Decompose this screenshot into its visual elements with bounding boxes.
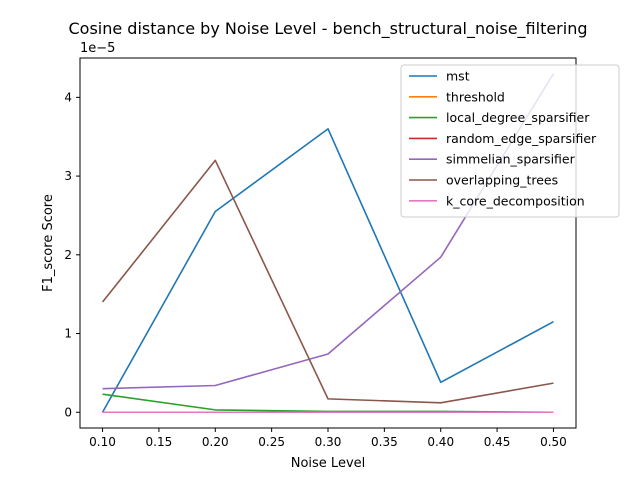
legend: mst threshold local_degree_sparsifierrando… — [400, 64, 620, 218]
chart-title: Cosine distance by Noise Level - bench_s… — [68, 19, 587, 39]
legend-label: simmelian_sparsifier — [446, 152, 576, 167]
legend-label: k_core_decomposition — [446, 193, 585, 208]
legend-box — [400, 64, 620, 218]
x-tick-label: 0.30 — [315, 435, 342, 449]
series-line-overlapping-trees — [101, 159, 554, 404]
y-tick-label: 0 — [64, 405, 72, 419]
x-tick-label: 0.15 — [146, 435, 173, 449]
legend-label: local_degree_sparsifier — [446, 110, 590, 125]
x-tick-label: 0.25 — [258, 435, 285, 449]
y-axis: 0 1 2 3 4 — [64, 90, 80, 419]
x-tick-label: 0.40 — [427, 435, 454, 449]
x-tick-label: 0.50 — [540, 435, 567, 449]
series-line-local-degree-sparsifier — [102, 393, 554, 414]
x-axis: 0.10 0.15 0.20 0.25 0.30 0.35 0.40 0.45 0.50 — [89, 428, 567, 449]
legend-label: mst — [446, 69, 470, 84]
x-tick-label: 0.35 — [371, 435, 398, 449]
y-tick-label: 2 — [64, 248, 72, 262]
y-tick-label: 1 — [64, 327, 72, 341]
legend-label: threshold — [446, 89, 505, 104]
legend-label: random_edge_sparsifier — [446, 131, 597, 146]
y-offset-label: 1e−5 — [80, 41, 115, 56]
series-line-mst — [101, 128, 554, 413]
y-tick-label: 3 — [64, 169, 72, 183]
x-tick-label: 0.10 — [89, 435, 116, 449]
x-tick-label: 0.20 — [202, 435, 229, 449]
y-tick-label: 4 — [64, 90, 72, 104]
legend-label: overlapping_trees — [446, 173, 558, 188]
x-tick-label: 0.45 — [484, 435, 511, 449]
y-axis-label: F1_score Score — [41, 194, 56, 292]
x-axis-label: Noise Level — [291, 456, 366, 471]
